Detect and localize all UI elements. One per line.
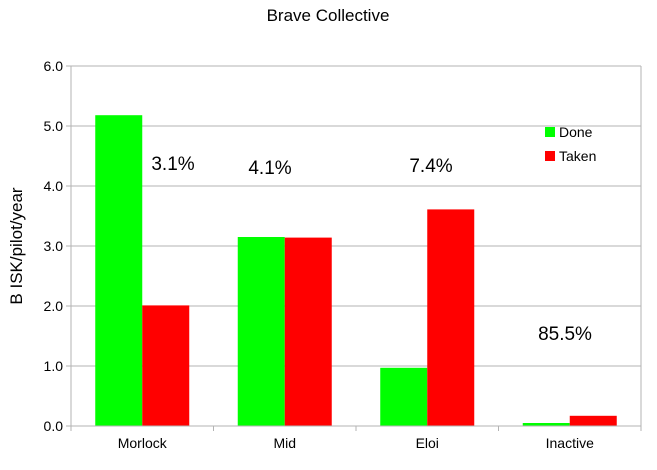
percentage-annotation: 3.1% bbox=[151, 154, 194, 175]
percentage-annotation: 7.4% bbox=[409, 156, 452, 177]
x-category-label: Morlock bbox=[118, 435, 168, 451]
legend-swatch-taken bbox=[545, 151, 555, 161]
y-tick-label: 5.0 bbox=[44, 118, 64, 134]
chart-title: Brave Collective bbox=[267, 6, 390, 25]
bar-done-eloi bbox=[380, 367, 428, 426]
bar-done-mid bbox=[237, 237, 285, 426]
y-axis-label: B ISK/pilot/year bbox=[7, 187, 26, 305]
y-tick-label: 4.0 bbox=[44, 178, 64, 194]
x-category-label: Inactive bbox=[546, 435, 594, 451]
y-tick-label: 0.0 bbox=[44, 418, 64, 434]
bar-taken-mid bbox=[284, 237, 332, 426]
y-tick-label: 3.0 bbox=[44, 238, 64, 254]
legend-swatch-done bbox=[545, 127, 555, 137]
percentage-annotation: 4.1% bbox=[248, 158, 291, 179]
bar-done-inactive bbox=[522, 423, 570, 426]
bars bbox=[95, 115, 617, 426]
x-category-label: Mid bbox=[273, 435, 296, 451]
labels: 0.0 1.0 2.0 3.0 4.0 5.0 6.0 Morlock Mid Eloi Inact… bbox=[44, 58, 595, 451]
bar-taken-inactive bbox=[569, 415, 617, 426]
legend-label-done: Done bbox=[559, 124, 593, 140]
axes bbox=[66, 65, 642, 431]
bar-taken-morlock bbox=[142, 305, 190, 426]
x-category-label: Eloi bbox=[416, 435, 439, 451]
bar-done-morlock bbox=[95, 115, 143, 426]
y-tick-label: 2.0 bbox=[44, 298, 64, 314]
percentage-annotation: 85.5% bbox=[538, 324, 592, 345]
y-tick-label: 6.0 bbox=[44, 58, 64, 74]
y-tick-label: 1.0 bbox=[44, 358, 64, 374]
legend: Done Taken bbox=[545, 124, 596, 164]
bar-taken-eloi bbox=[427, 209, 475, 426]
legend-label-taken: Taken bbox=[559, 148, 596, 164]
